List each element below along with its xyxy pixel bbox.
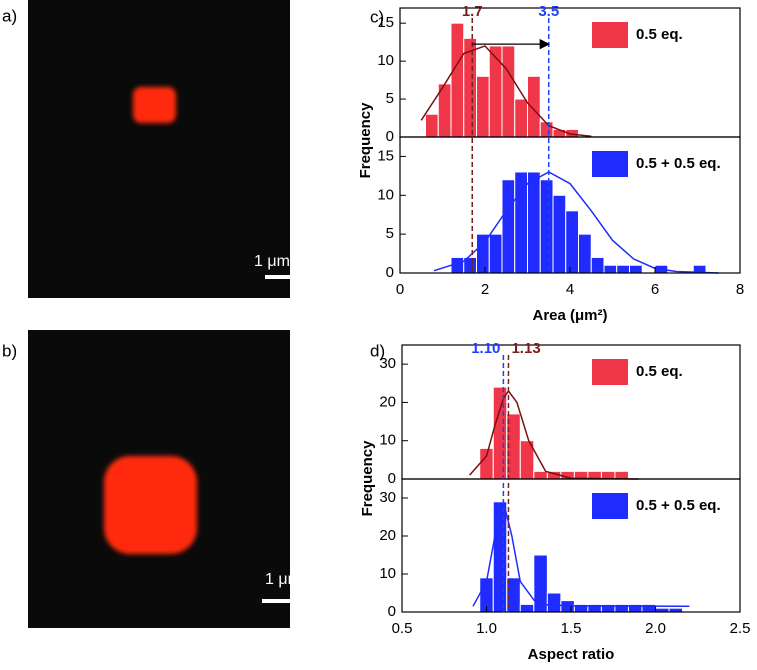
y-tick-label: 15: [377, 147, 394, 164]
y-tick-label: 5: [386, 225, 394, 242]
bar: [590, 256, 605, 274]
legend-label: 0.5 + 0.5 eq.: [636, 155, 721, 172]
y-tick-label: 10: [377, 52, 394, 69]
fit-curve: [469, 389, 639, 480]
bar: [603, 264, 618, 274]
bar: [546, 592, 562, 613]
bar: [527, 171, 541, 274]
bar: [514, 98, 528, 138]
y-tick-label: 0: [388, 603, 396, 620]
bar: [450, 22, 465, 138]
legend-swatch: [592, 151, 628, 177]
bar: [527, 75, 541, 138]
panel-label: d): [370, 341, 385, 360]
panel-label: c): [370, 7, 384, 26]
legend-swatch: [592, 359, 628, 385]
bar: [488, 45, 503, 138]
bar: [600, 470, 616, 480]
bar: [533, 470, 548, 480]
scale-label: 1 μm: [254, 253, 290, 270]
y-tick-label: 0: [386, 128, 394, 145]
y-tick-label: 0: [388, 470, 396, 487]
bar: [488, 233, 503, 274]
bar: [578, 233, 592, 274]
bar: [565, 210, 579, 274]
y-tick-label: 30: [379, 489, 396, 506]
x-tick-label: 0.5: [392, 620, 413, 637]
particle: [104, 456, 197, 554]
x-tick-label: 2.5: [730, 620, 751, 637]
marker-label: 3.5: [538, 3, 559, 20]
legend-label: 0.5 eq.: [636, 26, 683, 43]
x-tick-label: 1.5: [561, 620, 582, 637]
y-axis-label: Frequency: [359, 440, 376, 517]
y-tick-label: 15: [377, 14, 394, 31]
y-tick-label: 20: [379, 527, 396, 544]
y-tick-label: 5: [386, 90, 394, 107]
marker-label: 1.10: [471, 340, 500, 357]
bar: [476, 75, 490, 138]
bar: [519, 603, 535, 613]
panel-label: a): [2, 6, 17, 25]
legend-swatch: [592, 493, 628, 519]
y-tick-label: 10: [379, 432, 396, 449]
x-tick-label: 0: [396, 281, 404, 298]
x-tick-label: 2.0: [645, 620, 666, 637]
x-tick-label: 6: [651, 281, 659, 298]
y-tick-label: 10: [379, 565, 396, 582]
y-axis-label: Frequency: [357, 102, 374, 179]
bar: [501, 45, 516, 138]
fit-curve: [472, 501, 690, 608]
fit-curve: [420, 45, 592, 137]
x-tick-label: 1.0: [476, 620, 497, 637]
bar: [479, 447, 494, 480]
bar: [501, 179, 516, 274]
plot-frame: [401, 344, 741, 480]
bar: [425, 113, 439, 138]
particle: [133, 87, 176, 123]
bar: [476, 233, 490, 274]
panel-label: b): [2, 341, 17, 360]
legend-swatch: [592, 22, 628, 48]
bar: [539, 179, 554, 274]
x-axis-label: Aspect ratio: [528, 646, 615, 663]
bar: [492, 386, 508, 480]
y-tick-label: 0: [386, 264, 394, 281]
x-tick-label: 2: [481, 281, 489, 298]
bar: [552, 194, 567, 274]
x-axis-label: Area (μm²): [532, 307, 607, 324]
bar: [616, 264, 630, 274]
bar: [614, 470, 629, 480]
y-tick-label: 10: [377, 186, 394, 203]
marker-label: 1.7: [462, 3, 483, 20]
legend-label: 0.5 eq.: [636, 363, 683, 380]
y-tick-label: 20: [379, 393, 396, 410]
x-tick-label: 8: [736, 281, 744, 298]
scale-label: 1 μm: [265, 571, 301, 588]
marker-label: 1.13: [511, 340, 540, 357]
y-tick-label: 30: [379, 355, 396, 372]
x-tick-label: 4: [566, 281, 574, 298]
micrograph: [28, 0, 290, 298]
legend-label: 0.5 + 0.5 eq.: [636, 497, 721, 514]
bar: [629, 264, 643, 274]
